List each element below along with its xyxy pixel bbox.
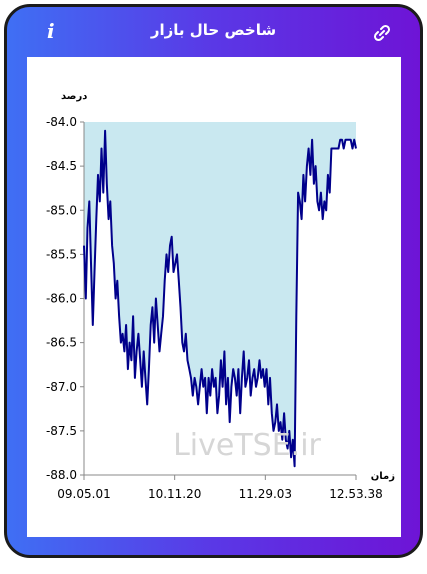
x-tick-label: 09.05.01 bbox=[57, 487, 110, 501]
chart-panel: درصد زمان -84.0 -84.5 -85.0 -85.5 -86.0 -86.5… bbox=[27, 57, 401, 537]
x-tick-label: 11.29.03 bbox=[239, 487, 292, 501]
x-tick-label: 12.53.38 bbox=[329, 487, 382, 501]
x-tick-label: 10.11.20 bbox=[148, 487, 201, 501]
info-icon[interactable]: i bbox=[47, 19, 55, 43]
series-line bbox=[83, 129, 357, 468]
plot-fill-area bbox=[84, 122, 356, 467]
line-chart: درصد زمان -84.0 -84.5 -85.0 -85.5 -86.0 -86.5… bbox=[46, 91, 395, 501]
widget-frame: شاخص حال بازار i درصد زمان -84.0 -84.5 -85… bbox=[4, 4, 423, 558]
y-tick-label: -85.0 bbox=[46, 203, 77, 217]
y-tick-label: -85.5 bbox=[46, 247, 77, 261]
y-axis-label: درصد bbox=[61, 91, 87, 102]
link-icon[interactable] bbox=[372, 23, 392, 43]
y-tick-label: -84.5 bbox=[46, 159, 77, 173]
y-tick-label: -87.5 bbox=[46, 424, 77, 438]
y-tick-label: -87.0 bbox=[46, 380, 77, 394]
widget-title: شاخص حال بازار bbox=[150, 21, 277, 39]
widget-header: شاخص حال بازار i bbox=[7, 7, 420, 59]
x-axis-label: زمان bbox=[371, 471, 395, 482]
y-tick-label: -88.0 bbox=[46, 468, 77, 482]
y-tick-label: -86.5 bbox=[46, 336, 77, 350]
y-tick-label: -86.0 bbox=[46, 292, 77, 306]
watermark: LiveTSE.ir bbox=[173, 428, 321, 463]
y-tick-label: -84.0 bbox=[46, 115, 77, 129]
